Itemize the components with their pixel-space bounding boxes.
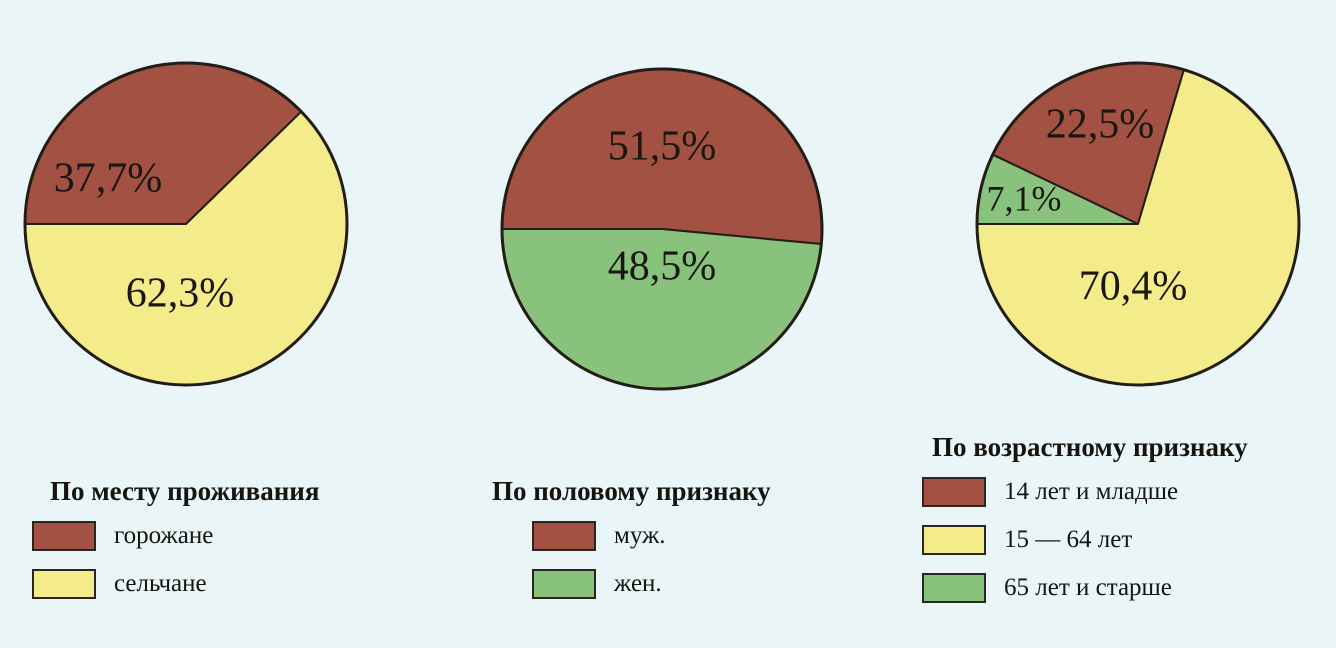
legend-age: По возрастному признаку 14 лет и младше … — [922, 432, 1248, 619]
legend-label: 14 лет и младше — [1004, 478, 1179, 505]
slice-data-label: 70,4% — [1079, 264, 1188, 310]
pie-outline — [975, 61, 1301, 387]
legend-item: 65 лет и старше — [922, 571, 1248, 605]
legend-sex: По половому признаку муж. жен. — [492, 476, 771, 615]
legend-title: По половому признаку — [492, 476, 771, 506]
legend-item: горожане — [32, 519, 319, 553]
slice-data-label: 62,3% — [126, 271, 235, 317]
legend-item: жен. — [492, 567, 771, 601]
legend-swatch — [922, 477, 986, 507]
pie-outline — [500, 67, 824, 391]
legend-title: По месту проживания — [50, 476, 320, 506]
legend-swatch — [32, 569, 96, 599]
legend-item: муж. — [492, 519, 771, 553]
legend-label: горожане — [114, 522, 214, 549]
legend-swatch — [922, 573, 986, 603]
legend-swatch — [532, 521, 596, 551]
legend-residence: По месту проживания горожане сельчане — [32, 476, 320, 615]
legend-item: сельчане — [32, 567, 319, 601]
slice-data-label: 22,5% — [1046, 102, 1155, 148]
legend-title: По возрастному признаку — [932, 432, 1248, 462]
slice-data-label: 48,5% — [608, 244, 717, 290]
slice-data-label: 37,7% — [54, 156, 163, 202]
legend-swatch — [922, 525, 986, 555]
legend-label: муж. — [614, 522, 666, 549]
legend-swatch — [532, 569, 596, 599]
legend-item: 14 лет и младше — [922, 475, 1248, 509]
slice-data-label: 7,1% — [987, 178, 1062, 218]
pie-outline — [23, 61, 349, 387]
legend-swatch — [32, 521, 96, 551]
legend-label: жен. — [614, 570, 662, 597]
legend-label: 65 лет и старше — [1004, 574, 1172, 601]
legend-label: сельчане — [114, 570, 207, 597]
legend-label: 15 — 64 лет — [1004, 526, 1133, 553]
legend-item: 15 — 64 лет — [922, 523, 1248, 557]
slice-data-label: 51,5% — [608, 124, 717, 170]
